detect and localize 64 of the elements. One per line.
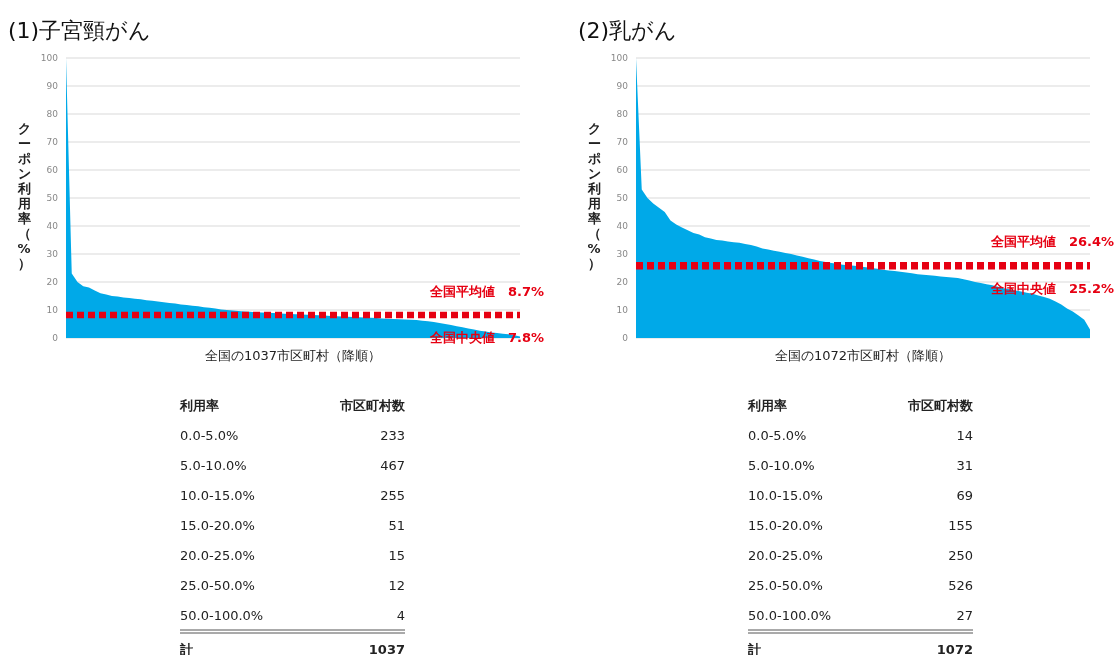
text: 利用率 <box>747 398 787 413</box>
data-label: 15 <box>388 548 405 563</box>
ref-line-label: 全国平均値 26.4% <box>989 234 1114 250</box>
text: 利用率 <box>179 398 219 413</box>
y-tick-label: 40 <box>46 221 59 231</box>
category-label: 20.0-25.0% <box>180 548 255 563</box>
text: 市区町村数 <box>339 398 406 413</box>
category-label: 20.0-25.0% <box>748 548 823 563</box>
y-tick-label: 20 <box>616 277 629 287</box>
y-tick-label: 60 <box>46 165 59 175</box>
category-label: 5.0-10.0% <box>748 458 815 473</box>
text: クーポン利用率（%） <box>587 121 601 271</box>
category-label: 0.0-5.0% <box>748 428 807 443</box>
y-tick-label: 90 <box>46 81 59 91</box>
data-label: 69 <box>956 488 973 503</box>
data-label: 467 <box>380 458 405 473</box>
data-label: 155 <box>948 518 973 533</box>
x-axis-title: 全国の1037市区町村（降順） <box>204 348 382 363</box>
text: 1072 <box>936 642 973 655</box>
data-label: 12 <box>388 578 405 593</box>
category-label: 15.0-20.0% <box>180 518 255 533</box>
y-tick-label: 80 <box>46 109 59 119</box>
y-tick-label: 70 <box>46 137 59 147</box>
y-tick-label: 50 <box>46 193 59 203</box>
chart-title: (2)乳がん <box>578 18 678 43</box>
category-label: 15.0-20.0% <box>748 518 823 533</box>
chart-title: (1)子宮頸がん <box>8 18 152 43</box>
data-label: 14 <box>956 428 973 443</box>
y-tick-label: 90 <box>616 81 629 91</box>
data-label: 255 <box>380 488 405 503</box>
y-tick-label: 0 <box>52 333 59 343</box>
y-tick-label: 40 <box>616 221 629 231</box>
category-label: 25.0-50.0% <box>180 578 255 593</box>
y-tick-label: 70 <box>616 137 629 147</box>
category-label: 25.0-50.0% <box>748 578 823 593</box>
category-label: 50.0-100.0% <box>748 608 832 623</box>
y-tick-label: 30 <box>616 249 629 259</box>
text: 市区町村数 <box>907 398 974 413</box>
y-tick-label: 20 <box>46 277 59 287</box>
y-tick-label: 60 <box>616 165 629 175</box>
data-label: 51 <box>388 518 405 533</box>
category-label: 10.0-15.0% <box>748 488 823 503</box>
y-tick-label: 50 <box>616 193 629 203</box>
text: 1037 <box>368 642 405 655</box>
data-label: 27 <box>956 608 973 623</box>
y-tick-label: 100 <box>40 53 59 63</box>
data-label: 250 <box>948 548 973 563</box>
y-tick-label: 30 <box>46 249 59 259</box>
y-tick-label: 0 <box>622 333 629 343</box>
x-axis-title: 全国の1072市区町村（降順） <box>774 348 952 363</box>
y-tick-label: 10 <box>46 305 59 315</box>
ref-line-label: 全国平均値 8.7% <box>428 283 544 299</box>
category-label: 50.0-100.0% <box>180 608 264 623</box>
y-tick-label: 10 <box>616 305 629 315</box>
y-tick-label: 100 <box>610 53 629 63</box>
data-label: 526 <box>948 578 973 593</box>
category-label: 5.0-10.0% <box>180 458 247 473</box>
data-label: 233 <box>380 428 405 443</box>
category-label: 0.0-5.0% <box>180 428 239 443</box>
data-label: 31 <box>956 458 973 473</box>
y-tick-label: 80 <box>616 109 629 119</box>
text: クーポン利用率（%） <box>17 121 31 271</box>
data-label: 4 <box>396 608 405 623</box>
category-label: 10.0-15.0% <box>180 488 255 503</box>
